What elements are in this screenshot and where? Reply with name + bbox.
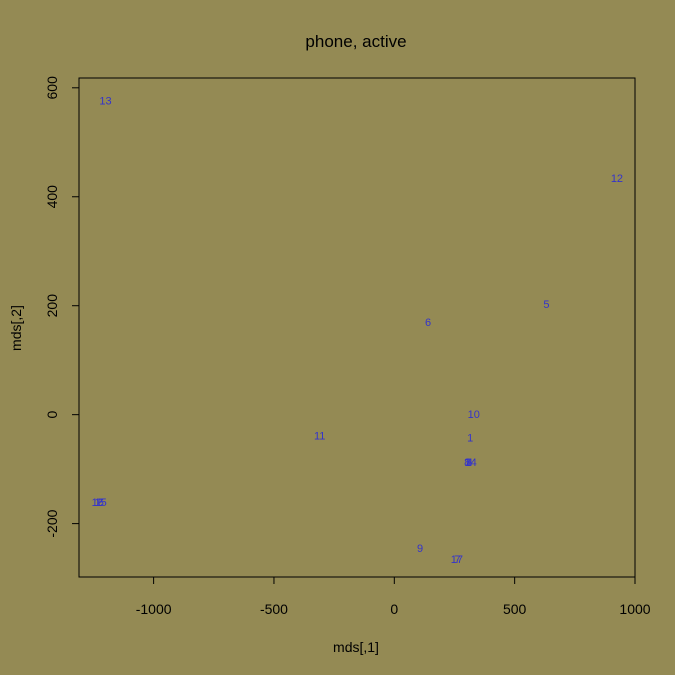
point-label-9: 9	[417, 543, 423, 555]
x-tick-label: 0	[390, 601, 398, 617]
point-label-15: 15	[95, 497, 107, 509]
x-axis: -1000 -500 0 500 1000	[136, 576, 651, 617]
y-tick-label: 0	[44, 411, 60, 419]
y-tick-label: 600	[44, 76, 60, 100]
point-label-4: 4	[467, 457, 473, 469]
x-axis-label: mds[,1]	[333, 639, 379, 655]
point-label-5: 5	[543, 299, 549, 311]
x-tick-label: -500	[260, 601, 288, 617]
point-label-3: 3	[466, 457, 472, 469]
y-tick-label: -200	[44, 509, 60, 537]
point-label-11: 11	[314, 430, 325, 442]
point-label-7: 7	[455, 554, 461, 566]
point-label-8: 8	[464, 457, 470, 469]
point-label-12: 12	[611, 173, 623, 185]
point-label-1: 1	[467, 433, 473, 445]
point-label-17: 17	[451, 554, 463, 566]
point-label-10: 10	[468, 409, 480, 421]
point-label-14: 14	[464, 457, 476, 469]
y-tick-label: 200	[44, 294, 60, 318]
x-tick-label: 1000	[619, 601, 650, 617]
x-tick-label: -1000	[136, 601, 172, 617]
point-label-13: 13	[99, 95, 111, 107]
y-axis-label: mds[,2]	[8, 305, 24, 351]
point-label-2: 2	[96, 497, 102, 509]
chart-title: phone, active	[305, 32, 406, 51]
point-label-16: 16	[92, 497, 104, 509]
y-axis: -200 0 200 400 600	[44, 76, 80, 538]
point-label-6: 6	[425, 317, 431, 329]
y-tick-label: 400	[44, 185, 60, 209]
x-tick-label: 500	[503, 601, 527, 617]
